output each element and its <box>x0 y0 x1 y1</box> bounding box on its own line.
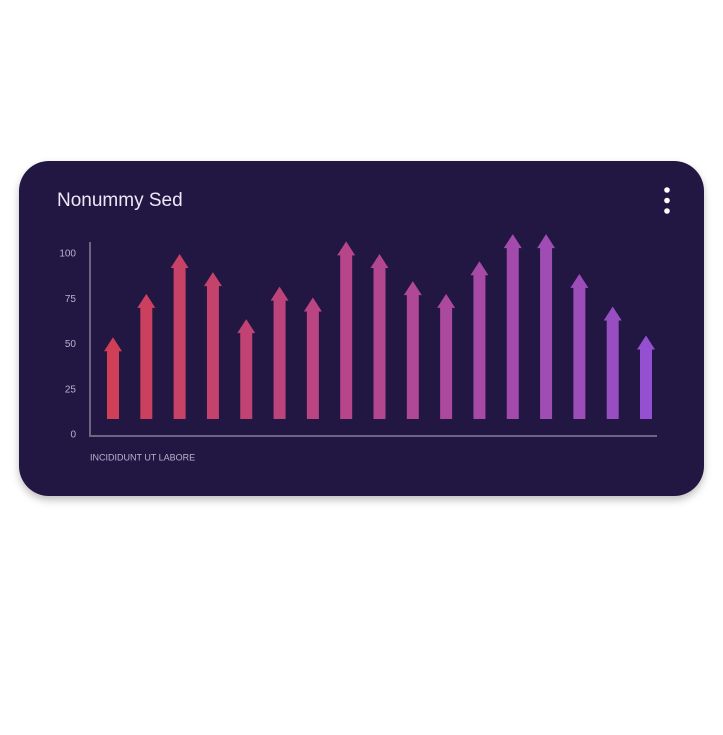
chart-title: Nonummy Sed <box>57 190 183 211</box>
arrow-bar <box>437 293 456 419</box>
arrow-bar <box>137 293 156 419</box>
arrow-bar <box>603 306 622 419</box>
y-tick-label: 50 <box>65 339 77 350</box>
x-axis-label: INCIDIDUNT UT LABORE <box>90 452 195 462</box>
arrow-bar <box>570 273 589 419</box>
arrow-bar <box>337 241 356 419</box>
menu-dot <box>664 187 670 193</box>
arrow-bar <box>503 234 522 419</box>
menu-button[interactable] <box>664 187 670 214</box>
y-tick-label: 0 <box>70 430 76 441</box>
card <box>19 161 704 496</box>
y-tick-label: 25 <box>65 384 77 395</box>
arrow-bar <box>403 281 422 419</box>
arrow-bar <box>237 319 256 419</box>
menu-dot <box>664 208 670 214</box>
arrow-bar <box>537 234 556 419</box>
arrow-bar <box>370 254 389 419</box>
y-tick-label: 100 <box>59 249 76 260</box>
arrow-bar <box>203 272 222 419</box>
menu-dot <box>664 197 670 204</box>
arrow-bar <box>270 286 289 419</box>
arrow-bar <box>470 261 489 419</box>
arrow-bar <box>104 337 122 419</box>
arrow-bar <box>170 254 189 419</box>
y-tick-label: 75 <box>65 294 77 305</box>
arrow-bar <box>303 297 322 419</box>
arrow-bar <box>637 335 655 419</box>
